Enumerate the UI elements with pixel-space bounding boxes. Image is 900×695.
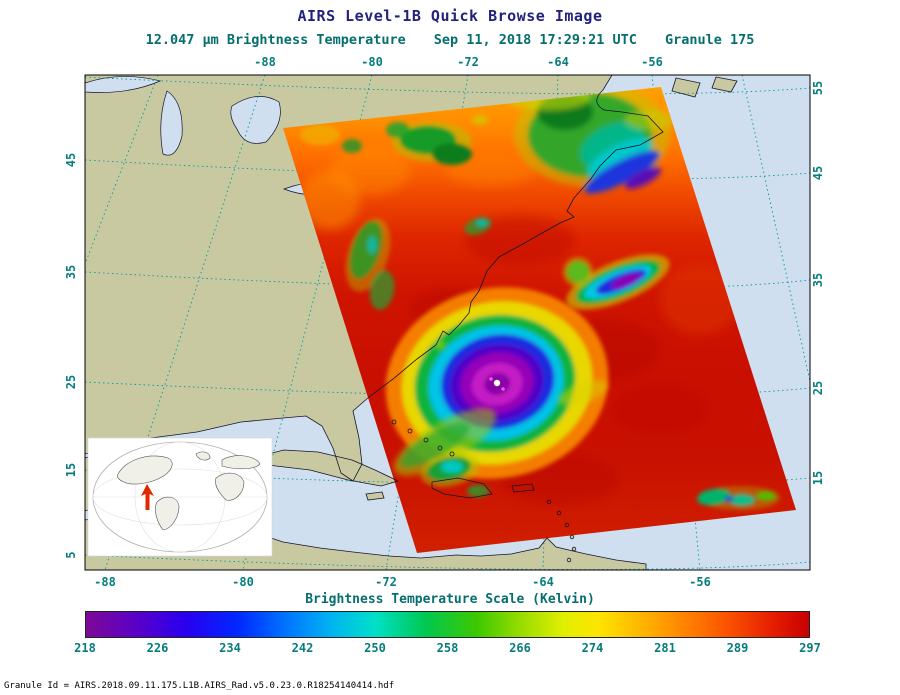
map-frame <box>84 74 811 571</box>
colorbar-tick: 274 <box>581 641 604 655</box>
lat-tick-left: 5 <box>64 551 78 558</box>
page-title: AIRS Level-1B Quick Browse Image <box>297 7 603 25</box>
cloud-speckle <box>489 377 493 381</box>
colorbar-tick: 297 <box>799 641 821 655</box>
inset-continents <box>117 451 261 531</box>
axis-labels: -88 -80 -72 -64 -56 -88 -80 -72 -64 -56 … <box>64 55 825 589</box>
lat-tick-left: 45 <box>64 153 78 167</box>
colorbar-tick: 266 <box>509 641 531 655</box>
colorbar-tick: 234 <box>219 641 241 655</box>
lon-tick-top: -88 <box>254 55 276 69</box>
lat-tick-left: 35 <box>64 265 78 279</box>
granule-id-text: Granule Id = AIRS.2018.09.11.175.L1B.AIR… <box>4 681 395 691</box>
colorbar-tick: 218 <box>74 641 96 655</box>
lon-tick-top: -80 <box>361 55 383 69</box>
lon-tick-top: -72 <box>457 55 479 69</box>
lat-tick-right: 15 <box>811 471 825 485</box>
colorbar-tick: 226 <box>146 641 169 655</box>
colorbar-label: Brightness Temperature Scale (Kelvin) <box>305 592 595 607</box>
lon-tick-top: -56 <box>641 55 663 69</box>
colorbar-tick: 242 <box>291 641 314 655</box>
lat-tick-right: 45 <box>811 166 825 180</box>
lat-tick-left: 25 <box>64 375 78 389</box>
lon-tick-bottom: -88 <box>94 575 116 589</box>
hurricane-tail <box>393 341 608 476</box>
datetime-label: Sep 11, 2018 17:29:21 UTC <box>433 32 637 48</box>
lon-tick-bottom: -56 <box>689 575 711 589</box>
lon-tick-top: -64 <box>547 55 569 69</box>
lat-tick-right: 55 <box>811 81 825 95</box>
cloud-speckle <box>501 387 505 391</box>
subtitle-row: 12.047 μm Brightness Temperature Sep 11,… <box>0 32 900 48</box>
hurricane-eye <box>493 379 501 387</box>
granule-label: Granule 175 <box>664 32 755 48</box>
colorbar-ticks: 218 226 234 242 250 258 266 274 281 289 … <box>74 638 821 656</box>
lat-tick-left: 15 <box>64 463 78 477</box>
colorbar-tick: 258 <box>436 641 459 655</box>
colorbar-tick: 289 <box>726 641 749 655</box>
map-figure: -88 -80 -72 -64 -56 -88 -80 -72 -64 -56 … <box>64 55 825 589</box>
lat-tick-right: 35 <box>811 273 825 287</box>
lat-tick-right: 25 <box>811 381 825 395</box>
lon-tick-bottom: -72 <box>375 575 397 589</box>
colorbar-tick: 250 <box>364 641 386 655</box>
colorbar-bar <box>85 611 810 638</box>
locator-inset <box>87 437 273 557</box>
cold-clouds-canada <box>300 115 488 165</box>
lon-tick-bottom: -80 <box>232 575 254 589</box>
colorbar-tick: 281 <box>654 641 676 655</box>
cold-cloud-streak-east <box>563 254 670 310</box>
wavelength-label: 12.047 μm Brightness Temperature <box>145 32 406 48</box>
location-arrow-icon <box>141 484 154 510</box>
cold-clouds-northeast <box>506 87 675 194</box>
cold-clouds-caribbean <box>420 453 780 510</box>
coastal-cloud-band <box>345 217 492 310</box>
lon-tick-bottom: -64 <box>532 575 554 589</box>
